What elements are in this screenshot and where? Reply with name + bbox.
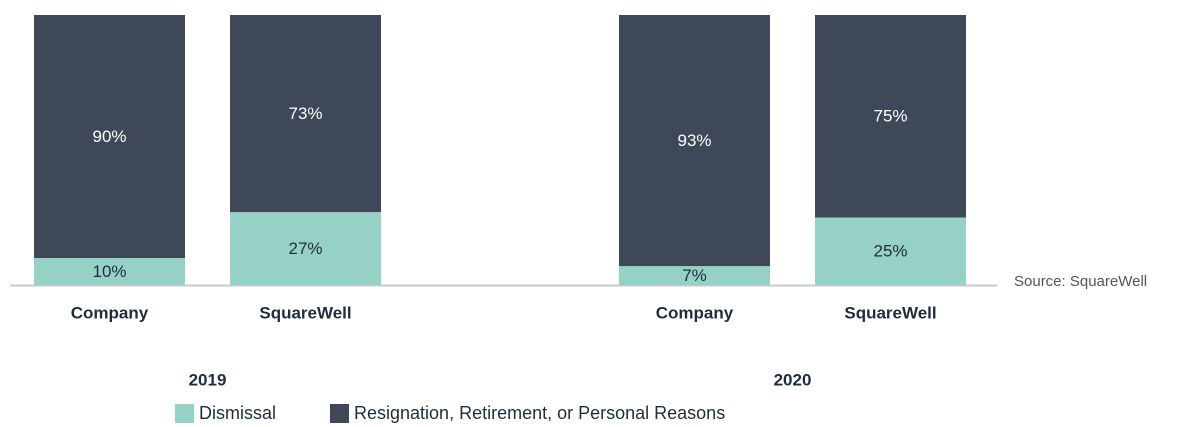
bar-segment: [34, 258, 185, 285]
legend-swatch: [175, 404, 194, 423]
bar-segment: [815, 217, 966, 285]
bar-segment: [34, 15, 185, 258]
bar-segment: [230, 15, 381, 213]
value-label: 27%: [288, 239, 322, 258]
value-label: 25%: [873, 242, 907, 261]
legend-label: Resignation, Retirement, or Personal Rea…: [354, 403, 725, 423]
value-label: 10%: [92, 262, 126, 281]
value-label: 93%: [677, 131, 711, 150]
value-label: 75%: [873, 107, 907, 126]
source: Source: SquareWell: [1014, 273, 1147, 290]
value-label: 7%: [682, 266, 707, 285]
group-label: 2019: [189, 370, 227, 389]
bar-segment: [815, 15, 966, 218]
x-tick-label: Company: [71, 303, 149, 322]
x-tick-label: Company: [656, 303, 734, 322]
bar-segment: [619, 15, 770, 267]
bar-segment: [619, 266, 770, 285]
bar-segment: [230, 212, 381, 285]
legend-swatch: [330, 404, 349, 423]
value-label: 90%: [92, 127, 126, 146]
value-label: 73%: [288, 104, 322, 123]
group-label: 2020: [774, 370, 812, 389]
x-tick-label: SquareWell: [844, 303, 936, 322]
x-tick-label: SquareWell: [259, 303, 351, 322]
legend-label: Dismissal: [199, 403, 276, 423]
